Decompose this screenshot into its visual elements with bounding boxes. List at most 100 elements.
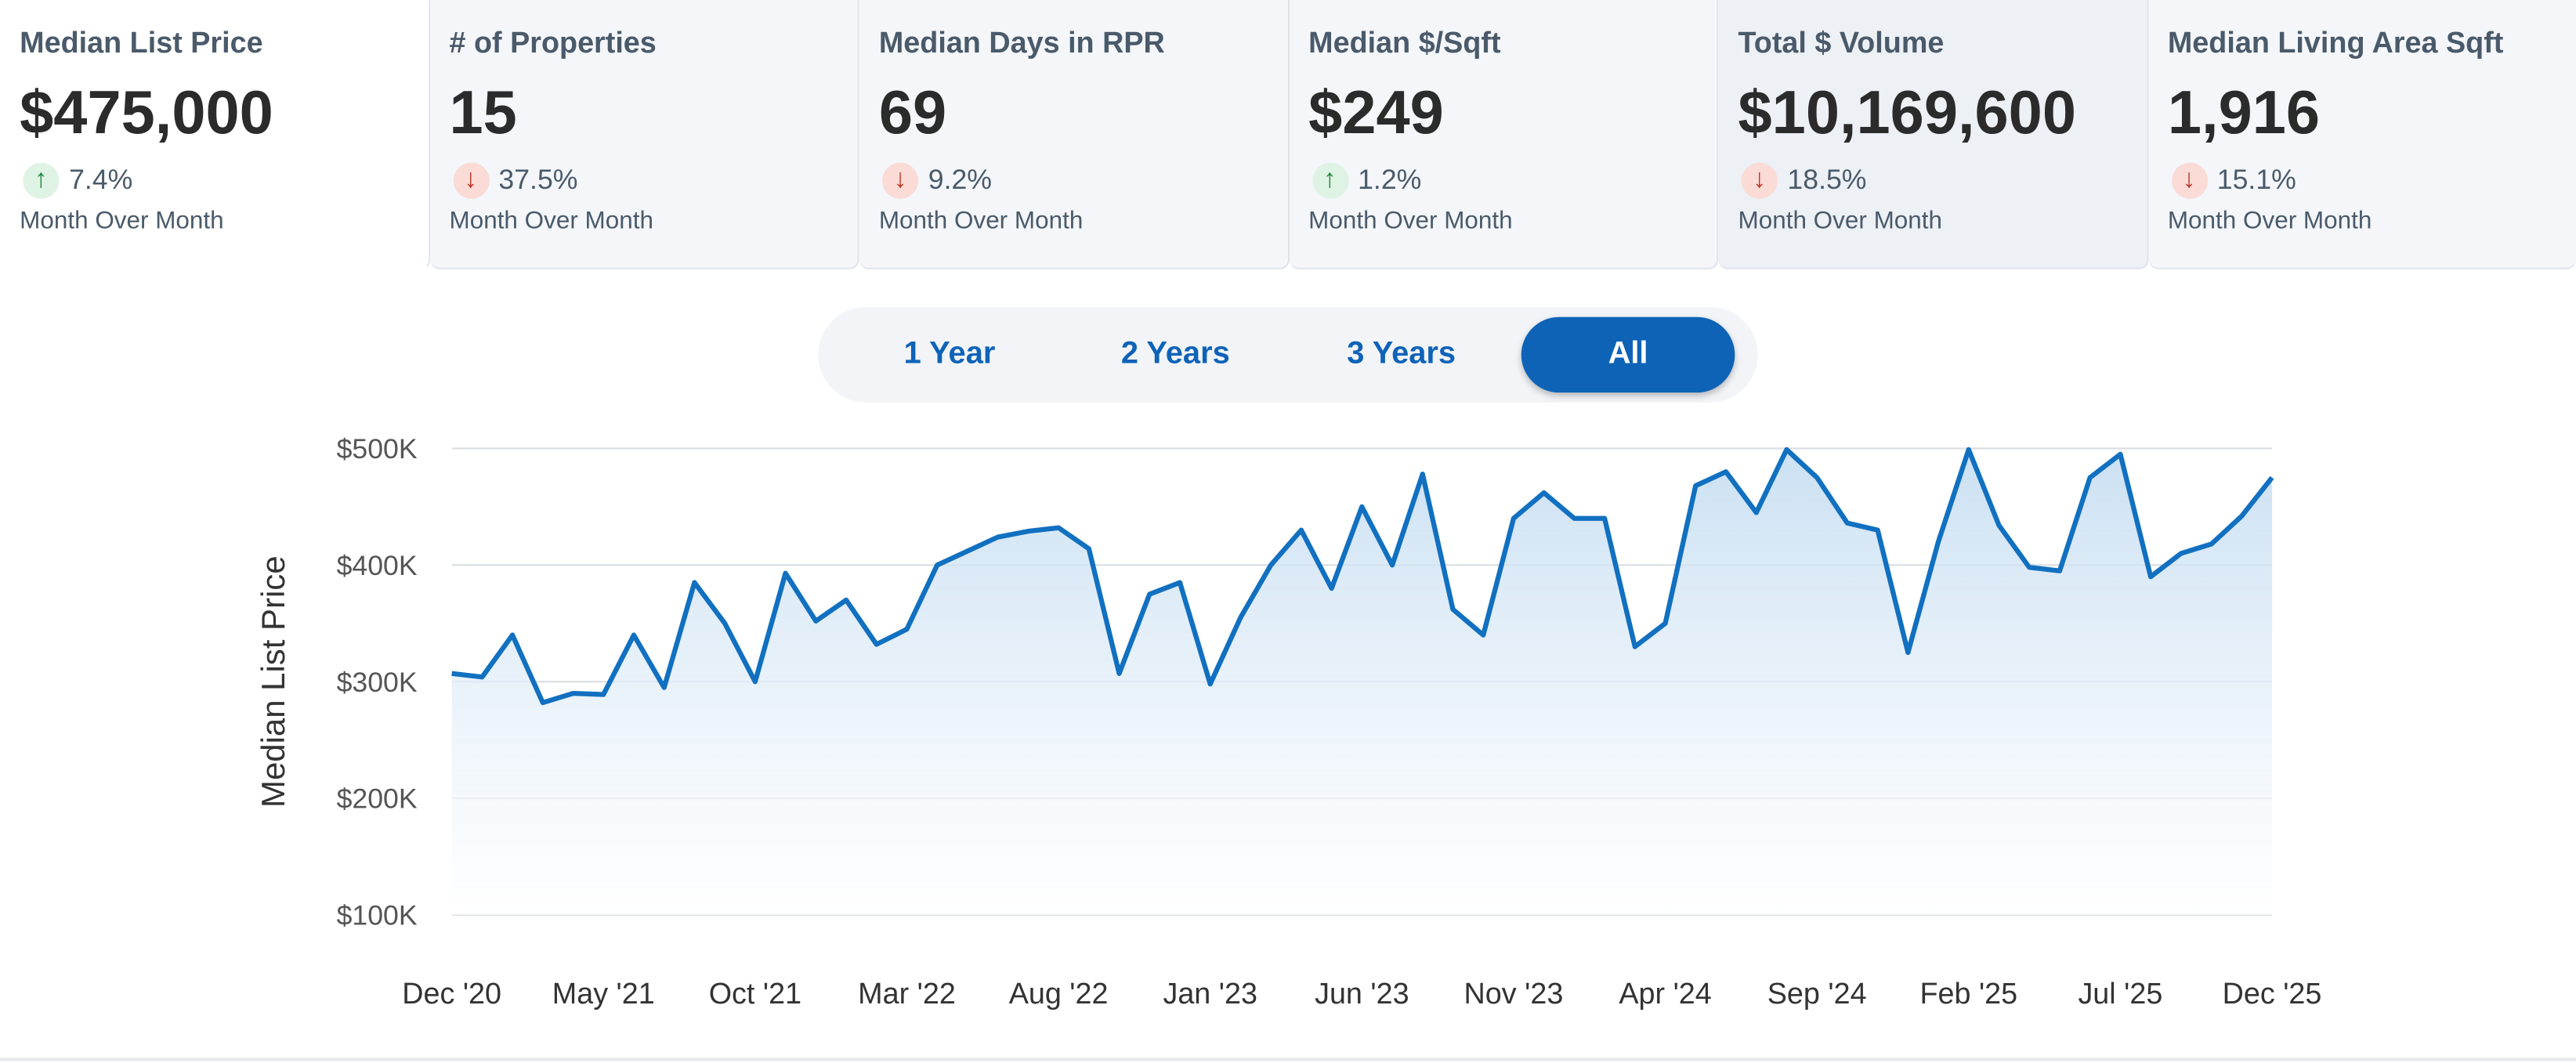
data-point xyxy=(1571,515,1577,522)
metric-period: Month Over Month xyxy=(1308,207,1513,235)
data-point xyxy=(1207,681,1214,687)
data-point xyxy=(1814,474,1820,480)
metric-tile[interactable]: Median $/Sqft $249 ↑ 1.2% Month Over Month xyxy=(1289,0,1719,269)
data-point xyxy=(1237,614,1243,620)
range-button[interactable]: 2 Years xyxy=(1120,336,1230,371)
data-point xyxy=(843,597,849,603)
metric-period: Month Over Month xyxy=(449,207,653,235)
data-point xyxy=(1146,591,1152,597)
data-point xyxy=(1420,471,1426,477)
arrow-down-icon: ↓ xyxy=(2171,162,2208,199)
y-tick-label: $500K xyxy=(337,433,418,465)
data-point xyxy=(600,691,606,697)
metric-title: Median Living Area Sqft xyxy=(2167,26,2504,60)
x-tick-label: Nov '23 xyxy=(1464,977,1564,1010)
metric-value: 15 xyxy=(449,78,517,146)
time-range-selector: 1 Year 2 Years 3 Years All xyxy=(818,307,1758,403)
metric-value: $10,169,600 xyxy=(1738,78,2076,146)
arrow-down-icon: ↓ xyxy=(1741,162,1778,199)
data-point xyxy=(964,548,971,554)
x-tick-label: Apr '24 xyxy=(1619,977,1711,1010)
metric-tile[interactable]: Median Days in RPR 69 ↓ 9.2% Month Over Mont… xyxy=(859,0,1290,269)
data-point xyxy=(1268,562,1274,568)
data-point xyxy=(2086,474,2093,480)
arrow-down-icon: ↓ xyxy=(452,162,489,199)
data-point xyxy=(1480,631,1486,638)
data-point xyxy=(1662,620,1668,627)
data-point xyxy=(2238,513,2245,519)
data-point xyxy=(1540,490,1547,496)
data-point xyxy=(1116,671,1122,677)
divider xyxy=(0,1058,2576,1061)
range-button[interactable]: 1 Year xyxy=(903,336,996,371)
x-tick-label: Jul '25 xyxy=(2078,977,2162,1010)
area-fill xyxy=(451,449,2273,915)
data-point xyxy=(540,700,546,706)
data-point xyxy=(2057,568,2063,574)
x-tick-label: May '21 xyxy=(552,977,655,1010)
data-point xyxy=(1025,528,1031,534)
data-point xyxy=(934,562,940,568)
metric-tile[interactable]: Median List Price $475,000 ↑ 7.4% Month Over… xyxy=(0,0,430,269)
data-point xyxy=(1055,524,1062,530)
metric-tile[interactable]: # of Properties 15 ↓ 37.5% Month Over Month xyxy=(429,0,859,269)
metric-tile[interactable]: Median Living Area Sqft 1,916 ↓ 15.1% Month … xyxy=(2147,0,2576,269)
metric-change: ↑ 1.2% xyxy=(1308,161,1697,200)
data-point xyxy=(1723,468,1729,475)
data-point xyxy=(2147,573,2154,580)
data-point xyxy=(661,684,668,690)
data-point xyxy=(570,690,576,696)
data-point xyxy=(1905,649,1911,656)
x-tick-label: Jun '23 xyxy=(1315,977,1409,1010)
x-tick-label: Sep '24 xyxy=(1767,977,1867,1010)
data-point xyxy=(2178,550,2184,556)
range-button[interactable]: 3 Years xyxy=(1347,336,1456,371)
data-point xyxy=(691,579,697,585)
data-point xyxy=(994,533,1000,540)
y-tick-label: $400K xyxy=(337,550,418,581)
metric-period: Month Over Month xyxy=(878,207,1084,235)
metric-change: ↓ 9.2% xyxy=(879,161,1268,200)
series-line xyxy=(451,447,2274,706)
data-point xyxy=(1389,562,1395,568)
data-point xyxy=(2026,564,2032,570)
y-tick-label: $200K xyxy=(337,783,418,815)
data-point xyxy=(1995,522,2002,529)
data-point xyxy=(2269,474,2275,480)
y-axis-label: Median List Price xyxy=(255,555,291,808)
metric-change-value: 18.5% xyxy=(1787,164,1867,196)
data-point xyxy=(1844,520,1851,526)
metric-value: 69 xyxy=(878,78,947,146)
x-tick-label: Jan '23 xyxy=(1163,977,1257,1010)
data-point xyxy=(1874,526,1880,533)
data-point xyxy=(1298,526,1304,533)
data-point xyxy=(1692,483,1699,489)
data-point xyxy=(1177,579,1183,585)
x-tick-label: Aug '22 xyxy=(1009,977,1109,1010)
data-point xyxy=(1086,545,1092,551)
y-tick-label: $100K xyxy=(337,900,418,931)
data-point xyxy=(903,626,910,632)
metric-period: Month Over Month xyxy=(1738,207,1942,235)
arrow-down-icon: ↓ xyxy=(882,162,919,199)
metric-value: $249 xyxy=(1308,78,1444,146)
metric-title: Median Days in RPR xyxy=(878,26,1165,60)
metric-title: Total $ Volume xyxy=(1738,26,1945,60)
data-point xyxy=(1601,515,1608,522)
range-button[interactable]: All xyxy=(1521,316,1735,393)
metric-tile[interactable]: Total $ Volume $10,169,600 ↓ 18.5% Month Ove… xyxy=(1718,0,2148,269)
metric-change-value: 9.2% xyxy=(928,164,993,196)
data-point xyxy=(509,631,516,638)
metric-change: ↓ 15.1% xyxy=(2168,161,2556,200)
metric-period: Month Over Month xyxy=(20,207,224,235)
y-tick-label: $300K xyxy=(337,667,418,698)
metric-value: 1,916 xyxy=(2167,78,2321,146)
data-point xyxy=(1632,643,1638,649)
data-point xyxy=(1328,585,1334,591)
data-point xyxy=(2208,541,2214,547)
data-point xyxy=(1511,515,1517,522)
metric-title: Median $/Sqft xyxy=(1308,26,1501,60)
data-point xyxy=(631,631,637,638)
